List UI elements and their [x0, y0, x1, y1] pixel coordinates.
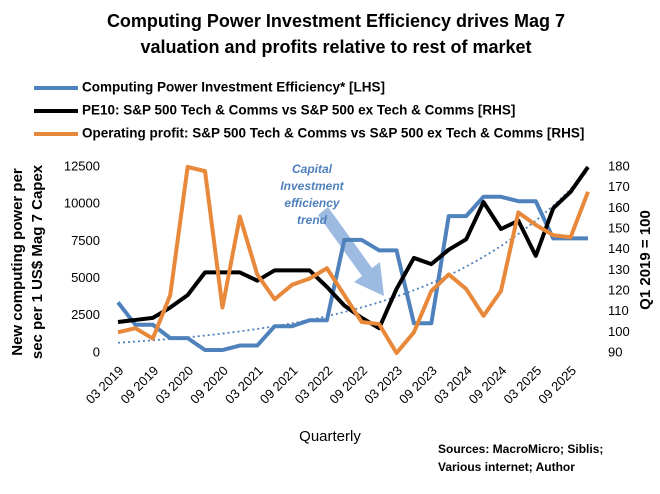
- x-tick-label: 03 2019: [83, 363, 127, 407]
- y2-tick-label: 110: [608, 303, 629, 318]
- chart-title: Computing Power Investment Efficiency dr…: [107, 11, 565, 31]
- x-tick-label: 09 2021: [257, 363, 301, 407]
- y2-tick-label: 140: [608, 241, 630, 256]
- y2-tick-label: 100: [608, 324, 630, 339]
- series-line: [117, 165, 590, 355]
- y-tick-label: 7500: [71, 233, 100, 248]
- x-tick-label: 03 2022: [292, 363, 336, 407]
- x-axis-label: Quarterly: [299, 428, 361, 445]
- chart-title: valuation and profits relative to rest o…: [140, 37, 531, 57]
- y2-tick-label: 150: [608, 220, 630, 235]
- annotation: Investment: [280, 179, 344, 193]
- x-tick-label: 09 2019: [118, 363, 162, 407]
- y-tick-label: 0: [93, 344, 100, 359]
- x-tick-label: 09 2024: [466, 363, 510, 407]
- y-axis-label: New computing power per: [9, 168, 26, 356]
- y2-tick-label: 120: [608, 282, 630, 297]
- x-tick-label: 03 2023: [361, 363, 405, 407]
- sources: Various internet; Author: [438, 460, 575, 474]
- annotation: efficiency: [284, 196, 340, 210]
- y2-tick-label: 90: [608, 344, 622, 359]
- x-tick-label: 03 2024: [431, 363, 475, 407]
- legend-label: Operating profit: S&P 500 Tech & Comms v…: [82, 126, 584, 141]
- annotation: Capital: [292, 162, 333, 176]
- x-tick-label: 09 2025: [535, 363, 579, 407]
- x-tick-label: 09 2020: [187, 363, 231, 407]
- trendline: [117, 169, 589, 344]
- x-tick-label: 09 2023: [396, 363, 440, 407]
- y-tick-label: 5000: [71, 270, 100, 285]
- annotation: trend: [297, 213, 328, 227]
- x-tick-label: 03 2020: [152, 363, 196, 407]
- x-tick-label: 03 2025: [500, 363, 544, 407]
- x-tick-label: 03 2021: [222, 363, 266, 407]
- y2-tick-label: 170: [608, 179, 630, 194]
- y2-axis-label: Q1 2019 = 100: [637, 210, 654, 310]
- legend-label: Computing Power Investment Efficiency* […: [82, 80, 385, 95]
- sources: Sources: MacroMicro; Siblis;: [438, 442, 603, 456]
- y-tick-label: 10000: [64, 196, 100, 211]
- annotation-arrow: [318, 207, 384, 296]
- y-axis-label: sec per 1 US$ Mag 7 Capex: [29, 164, 46, 359]
- y-tick-label: 2500: [71, 307, 100, 322]
- y2-tick-label: 180: [608, 158, 630, 173]
- y2-tick-label: 160: [608, 200, 630, 215]
- legend-label: PE10: S&P 500 Tech & Comms vs S&P 500 ex…: [82, 103, 515, 118]
- series-line: [116, 194, 588, 353]
- x-tick-label: 09 2022: [326, 363, 370, 407]
- y-tick-label: 12500: [64, 158, 100, 173]
- y2-tick-label: 130: [608, 262, 630, 277]
